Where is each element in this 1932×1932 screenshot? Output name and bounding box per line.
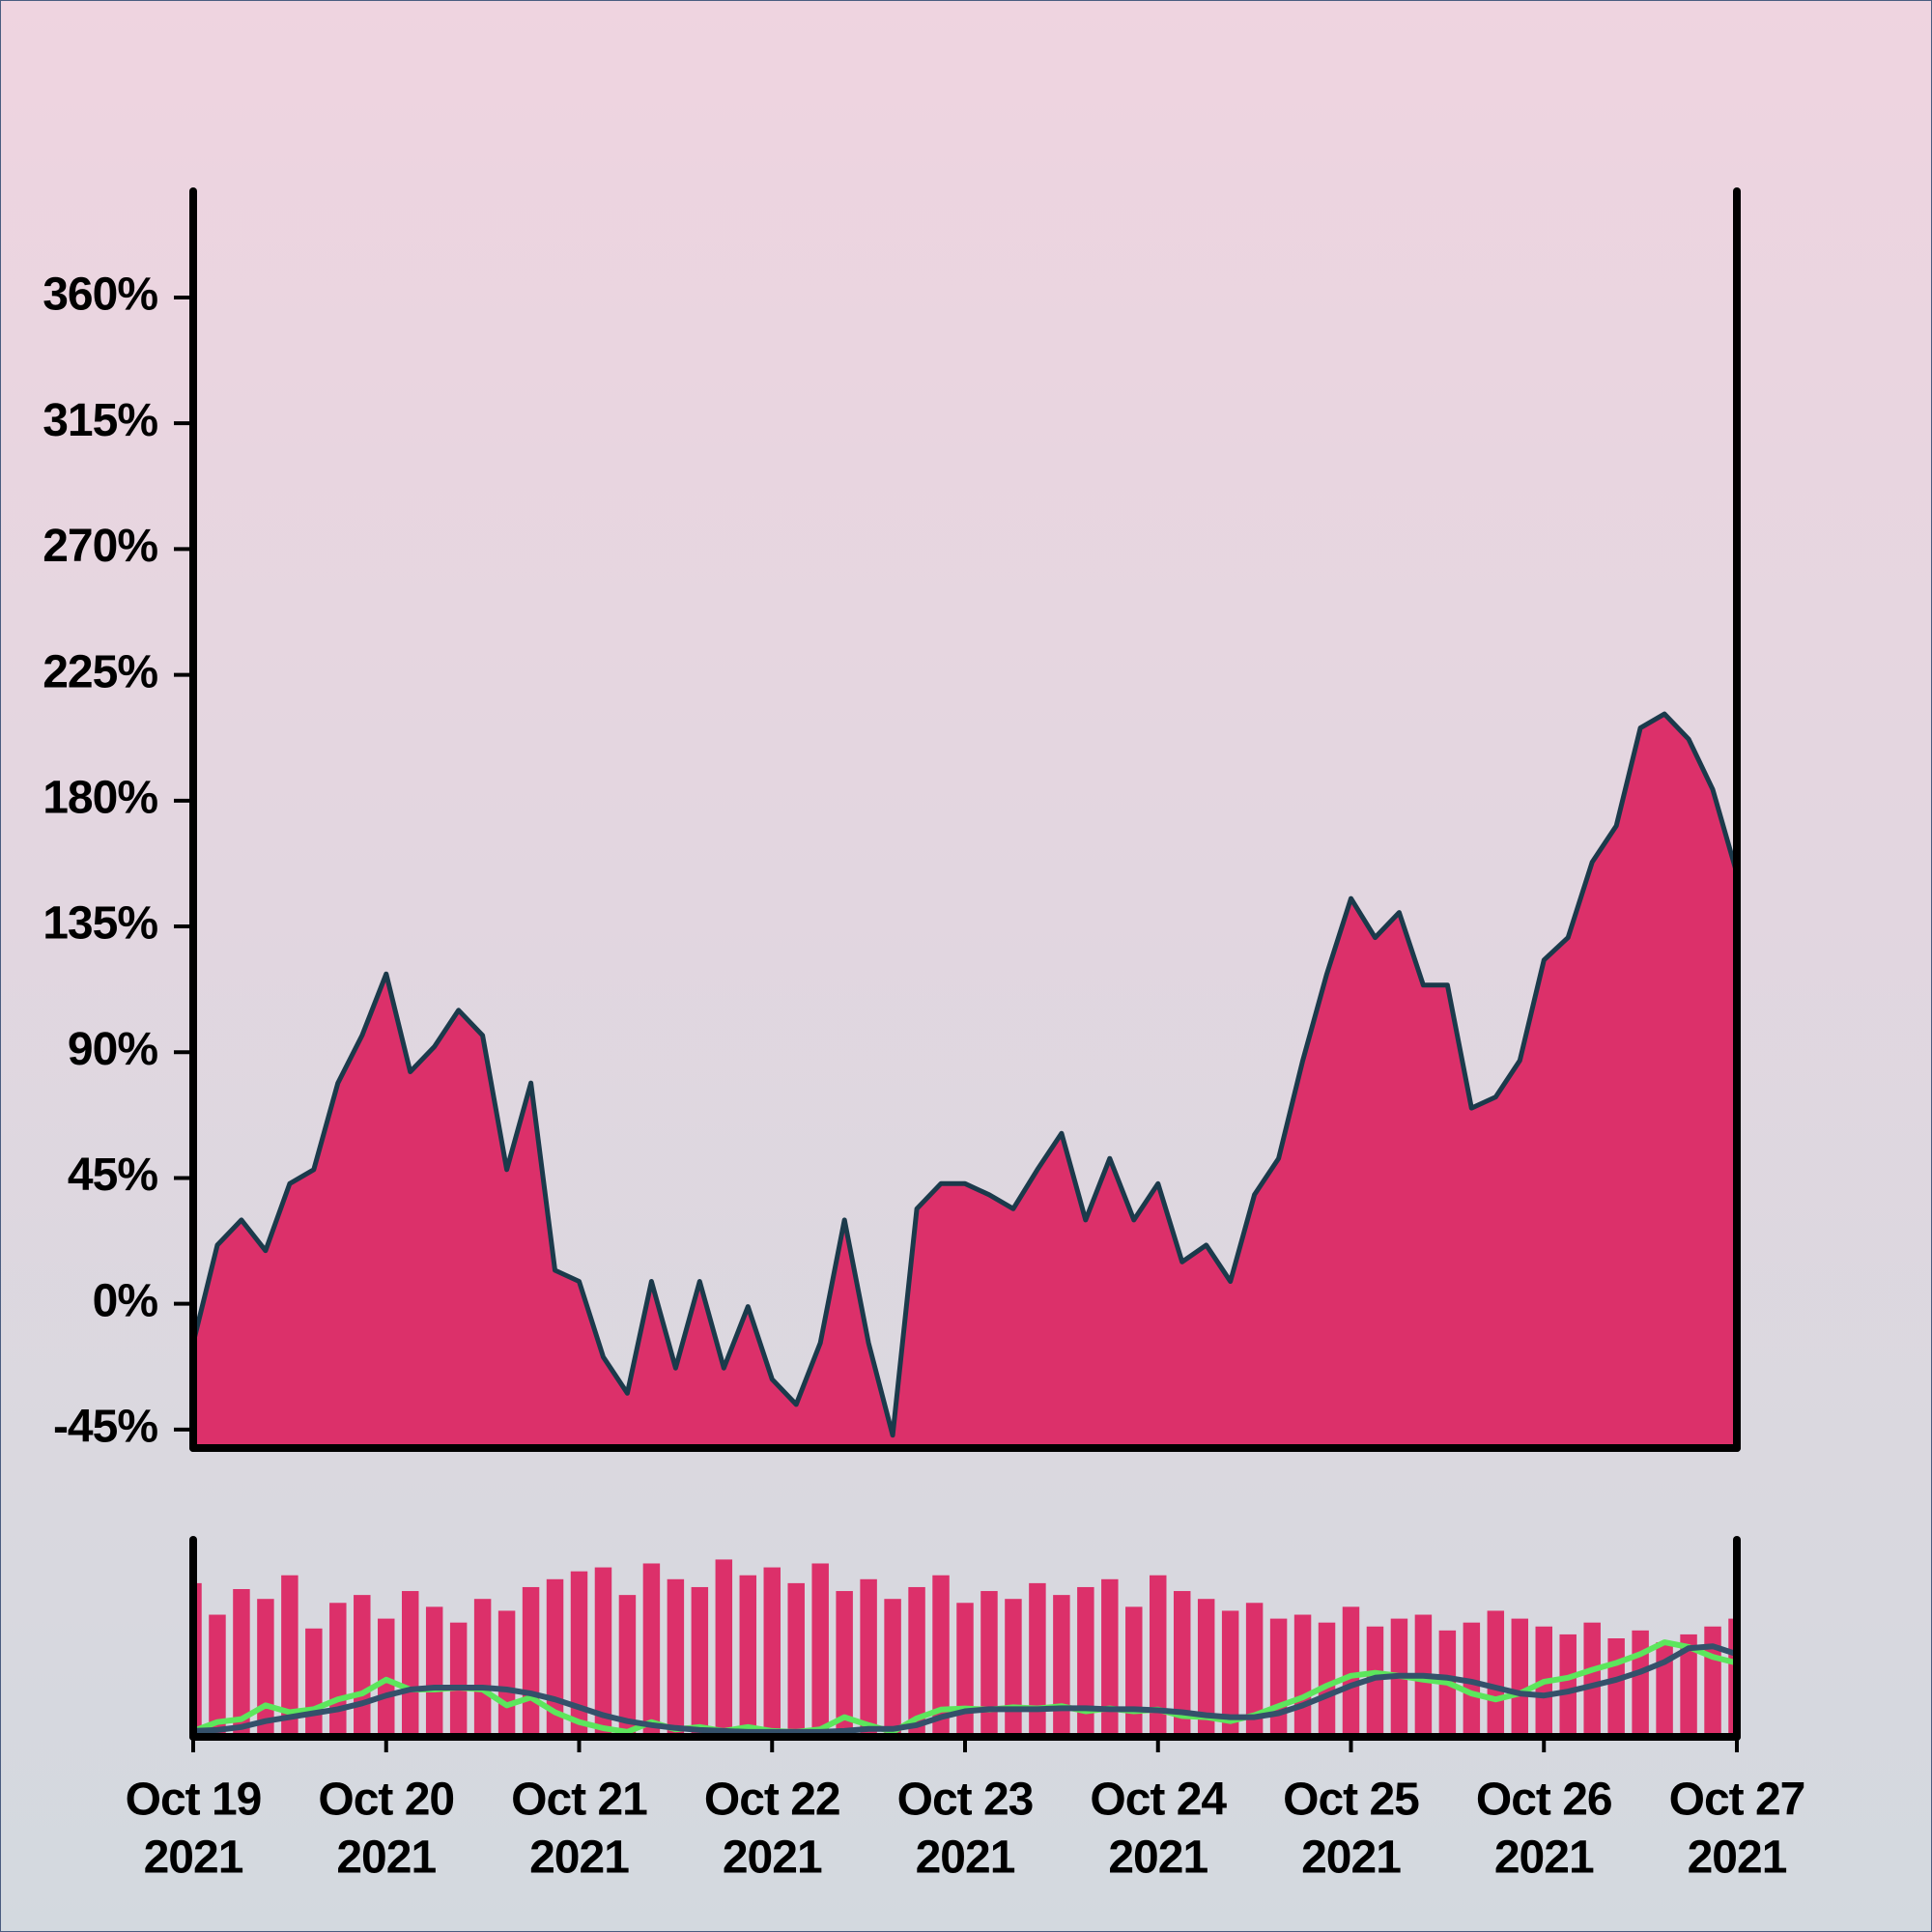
x-tick-label: 2021 xyxy=(1494,1833,1594,1884)
volume-bar xyxy=(1511,1618,1529,1737)
x-tick-label: Oct 27 xyxy=(1669,1775,1805,1826)
volume-bar xyxy=(1125,1606,1143,1737)
plot: -45% 0% 45% 90% 135% 180% 225% 270% 315% 360% Oct … xyxy=(43,187,1805,1884)
volume-bar xyxy=(1077,1586,1094,1737)
indicator-line xyxy=(192,1643,1738,1735)
y-tick-label: 360% xyxy=(43,270,157,321)
y-tick-label: 90% xyxy=(68,1024,157,1075)
volume-bar xyxy=(1704,1626,1721,1737)
y-tick-label: 225% xyxy=(43,646,157,697)
volume-bar xyxy=(1487,1610,1505,1737)
x-tick-label: Oct 22 xyxy=(704,1775,840,1826)
x-tick-label: 2021 xyxy=(144,1833,243,1884)
y-tick-label: 0% xyxy=(93,1275,158,1326)
volume-bar xyxy=(1318,1622,1336,1737)
volume-bar xyxy=(1029,1582,1046,1737)
y-tick-label: 270% xyxy=(43,521,157,572)
y-tick-label: 45% xyxy=(68,1150,157,1201)
volume-bar xyxy=(473,1599,492,1737)
volume-bar xyxy=(667,1578,685,1737)
volume-bar xyxy=(497,1610,516,1737)
volume-bar xyxy=(908,1586,925,1737)
volume-bar xyxy=(1173,1591,1191,1737)
volume-bar xyxy=(329,1603,347,1737)
volume-bar xyxy=(1101,1578,1119,1737)
volume-bar xyxy=(281,1575,298,1737)
area xyxy=(193,714,1737,1448)
x-tick-label: 2021 xyxy=(723,1833,822,1884)
volume-bar xyxy=(1150,1575,1167,1737)
volume-bar xyxy=(1053,1595,1070,1737)
volume-bar xyxy=(956,1603,974,1737)
x-tick-label: 2021 xyxy=(1301,1833,1401,1884)
x-tick-label: 2021 xyxy=(529,1833,629,1884)
volume-bar xyxy=(811,1563,829,1737)
volume-bar xyxy=(1293,1614,1312,1737)
volume-bar xyxy=(449,1622,468,1737)
volume-bar xyxy=(1245,1603,1264,1737)
volume-bar xyxy=(354,1595,371,1737)
volume-bar xyxy=(1607,1638,1625,1737)
volume-bar xyxy=(522,1586,540,1737)
volume-bar xyxy=(1342,1606,1360,1737)
volume-bar xyxy=(209,1614,226,1737)
x-tick-label: Oct 26 xyxy=(1476,1775,1612,1826)
volume-bar xyxy=(233,1589,250,1737)
x-tick-label: Oct 25 xyxy=(1283,1775,1419,1826)
volume-bar xyxy=(980,1591,998,1737)
volume-bar xyxy=(715,1559,733,1737)
volume-bar xyxy=(1583,1622,1601,1737)
volume-bar xyxy=(932,1575,950,1737)
volume-bar xyxy=(1197,1599,1215,1737)
x-tick-label: Oct 19 xyxy=(126,1775,262,1826)
volume-bar xyxy=(401,1591,419,1737)
x-tick-label: Oct 24 xyxy=(1090,1775,1227,1826)
volume-bar xyxy=(836,1591,853,1737)
volume-bar xyxy=(193,1582,202,1737)
volume-bar xyxy=(305,1628,323,1737)
x-tick-label: 2021 xyxy=(916,1833,1015,1884)
volume-bar xyxy=(257,1599,274,1737)
volume-bar xyxy=(1269,1618,1288,1737)
volume-bar xyxy=(642,1563,661,1737)
x-tick-label: 2021 xyxy=(1688,1833,1787,1884)
volume-bar xyxy=(1632,1630,1649,1737)
area-line xyxy=(190,711,1740,1438)
x-tick-label: Oct 23 xyxy=(897,1775,1034,1826)
volume-bar xyxy=(860,1578,877,1737)
y-tick-label: 135% xyxy=(43,898,157,950)
volume-bar xyxy=(1221,1610,1239,1737)
x-tick-label: 2021 xyxy=(336,1833,436,1884)
volume-bar xyxy=(787,1582,805,1737)
volume-bar xyxy=(763,1567,781,1737)
volume-bar xyxy=(594,1567,612,1737)
y-tick-label: -45% xyxy=(53,1402,157,1453)
volume-bar xyxy=(1005,1599,1022,1737)
volume-bar xyxy=(1559,1634,1577,1737)
volume-bar xyxy=(618,1595,637,1737)
y-tick-label: 315% xyxy=(43,395,157,446)
x-tick-label: 2021 xyxy=(1108,1833,1208,1884)
y-tick-label: 180% xyxy=(43,772,157,823)
x-tick-label: Oct 20 xyxy=(318,1775,454,1826)
volume-bar xyxy=(884,1599,901,1737)
volume-bar xyxy=(1366,1626,1384,1737)
volume-bar xyxy=(425,1606,443,1737)
volume-bar xyxy=(1728,1618,1737,1737)
volume-bar xyxy=(570,1571,588,1737)
volume-bar xyxy=(691,1586,709,1737)
x-tick-label: Oct 21 xyxy=(511,1775,647,1826)
volume-bar xyxy=(739,1575,757,1737)
volume-bar xyxy=(1680,1634,1697,1737)
